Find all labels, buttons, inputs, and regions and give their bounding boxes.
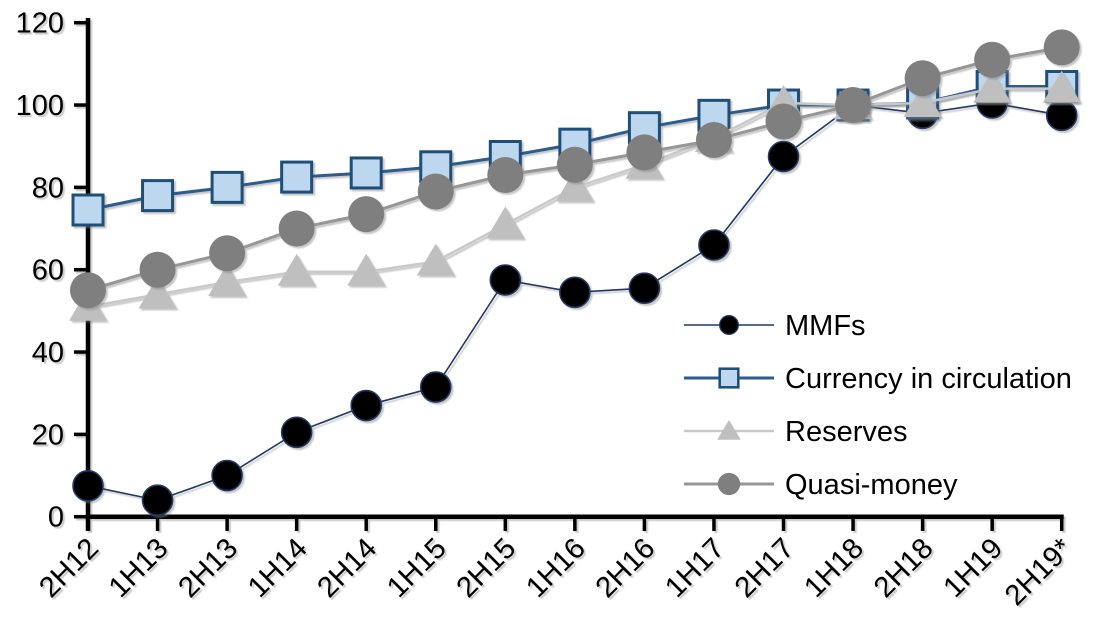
marker-currency-in-circulation (71, 193, 105, 227)
marker-quasi-money (139, 251, 176, 288)
marker-quasi-money (835, 87, 872, 124)
legend-item-quasi-money: Quasi-money (684, 469, 958, 501)
marker-reserves (486, 206, 525, 239)
marker-reserves (347, 253, 386, 286)
y-tick-label: 100 (16, 90, 64, 122)
x-tick-label: 2H17 (729, 532, 801, 604)
legend-label: Currency in circulation (785, 363, 1072, 395)
legend-item-reserves: Reserves (684, 416, 908, 448)
legend: MMFs Currency in circulation Reserves Quasi… (684, 310, 1072, 501)
marker-currency-in-circulation (349, 156, 383, 190)
x-tick-label: 2H14 (311, 532, 383, 604)
marker-quasi-money (695, 122, 732, 159)
marker-reserves (555, 169, 594, 202)
marker-quasi-money (70, 272, 106, 309)
marker-mmfs (350, 389, 383, 422)
marker-mmfs (1045, 99, 1078, 132)
x-tick-label: 1H14 (242, 532, 314, 604)
marker-quasi-money (487, 157, 524, 194)
legend-item-mmfs: MMFs (684, 310, 866, 342)
marker-quasi-money (417, 173, 454, 210)
marker-quasi-money (209, 235, 246, 272)
marker-reserves (277, 253, 316, 286)
x-tick-label: 1H18 (798, 532, 870, 604)
marker-mmfs (767, 140, 800, 173)
y-tick-label: 60 (32, 255, 64, 287)
legend-item-currency-in-circulation: Currency in circulation (684, 363, 1072, 395)
marker-quasi-money (1043, 29, 1080, 66)
marker-mmfs (72, 470, 104, 502)
x-tick-label: 2H12 (33, 532, 105, 604)
x-tick-label: 2H16 (590, 532, 662, 604)
marker-mmfs (141, 484, 174, 517)
marker-reserves (973, 70, 1012, 103)
marker-quasi-money (765, 103, 802, 140)
marker-mmfs (628, 272, 661, 305)
marker-mmfs (559, 276, 591, 309)
legend-marker-triangle (717, 419, 741, 440)
y-tick-label: 120 (16, 8, 64, 40)
x-tick-label: 1H19 (937, 532, 1009, 604)
marker-mmfs (419, 371, 452, 403)
y-tick-label: 0 (48, 502, 64, 534)
legend-marker-circle (717, 472, 741, 496)
x-tick-label: 2H13 (172, 532, 244, 604)
marker-quasi-money (974, 41, 1011, 78)
marker-currency-in-circulation (280, 160, 314, 194)
marker-quasi-money (626, 134, 663, 171)
marker-reserves (208, 264, 247, 297)
y-tick-label: 20 (32, 419, 64, 451)
marker-quasi-money (348, 196, 385, 233)
marker-reserves (416, 243, 455, 276)
x-tick-label: 2H18 (868, 532, 940, 604)
marker-currency-in-circulation (141, 179, 175, 213)
x-tick-label: 1H13 (103, 532, 175, 604)
x-tick-label: 1H16 (520, 532, 592, 604)
marker-mmfs (698, 229, 730, 261)
marker-reserves (1042, 70, 1081, 103)
legend-label: Quasi-money (785, 469, 958, 501)
marker-quasi-money (278, 210, 315, 247)
legend-marker-circle (719, 315, 739, 335)
marker-mmfs (211, 459, 243, 492)
x-tick-label: 1H17 (659, 532, 731, 604)
legend-label: MMFs (785, 310, 866, 342)
y-tick-label: 80 (32, 172, 64, 204)
marker-reserves (903, 85, 942, 118)
x-tick-label: 2H15 (451, 532, 523, 604)
x-tick-label: 2H19* (999, 532, 1079, 612)
marker-quasi-money (904, 60, 941, 97)
marker-currency-in-circulation (210, 170, 244, 204)
x-tick-label: 1H15 (381, 532, 453, 604)
marker-mmfs (489, 264, 522, 296)
series-quasi-money (70, 29, 1080, 309)
legend-label: Reserves (785, 416, 908, 448)
marker-quasi-money (556, 146, 593, 183)
marker-mmfs (280, 416, 313, 449)
y-tick-label: 40 (32, 337, 64, 369)
legend-marker-square (718, 367, 740, 389)
marker-reserves (138, 276, 177, 309)
